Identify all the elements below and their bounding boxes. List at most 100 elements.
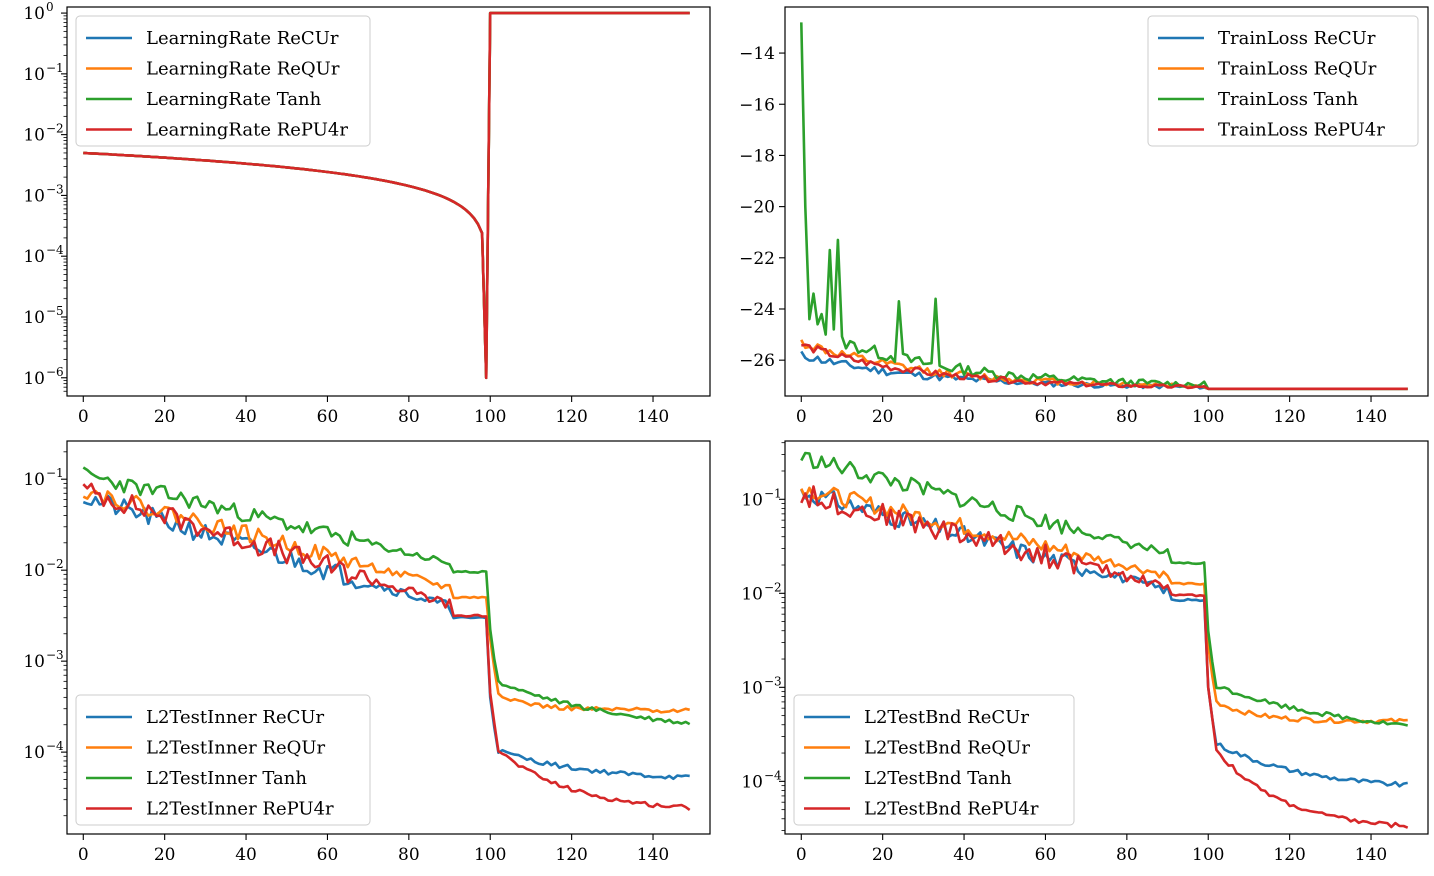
x-tick-label: 120 [555, 407, 587, 427]
y-tick-label: −24 [739, 300, 775, 320]
y-tick-exponent: 0 [46, 0, 54, 14]
y-tick-exponent: −2 [46, 122, 64, 136]
x-tick-label: 140 [637, 845, 669, 865]
series-ReCUr-line [82, 494, 690, 781]
y-tick-exponent: −3 [46, 648, 64, 662]
legend-label-Tanh: L2TestBnd Tanh [864, 768, 1012, 789]
y-tick-label: 10 [23, 126, 45, 146]
x-tick-label: 0 [78, 845, 89, 865]
y-tick-exponent: −1 [764, 486, 782, 500]
legend-label-ReQUr: L2TestBnd ReQUr [864, 738, 1030, 759]
y-tick-label: 10 [23, 652, 45, 672]
x-tick-label: 80 [398, 407, 420, 427]
y-tick-exponent: −4 [46, 243, 64, 257]
y-tick-label: 10 [741, 678, 763, 698]
y-tick-label: −26 [739, 351, 775, 371]
x-tick-label: 20 [154, 845, 176, 865]
x-tick-label: 20 [872, 845, 894, 865]
series-ReCUr-line [800, 488, 1408, 788]
series-ReQUr-line [800, 486, 1408, 725]
x-tick-label: 140 [1355, 845, 1387, 865]
y-tick-exponent: −1 [46, 61, 64, 75]
series-RePU4r-line [82, 482, 691, 811]
x-tick-label: 40 [235, 407, 257, 427]
y-tick-exponent: −1 [46, 466, 64, 480]
x-tick-label: 80 [1116, 845, 1138, 865]
x-tick-label: 0 [796, 845, 807, 865]
y-tick-exponent: −2 [764, 580, 782, 594]
y-tick-exponent: −4 [46, 739, 64, 753]
y-tick-label: 10 [23, 65, 45, 85]
x-tick-label: 60 [1035, 407, 1057, 427]
y-tick-exponent: −4 [764, 768, 782, 782]
legend-label-Tanh: TrainLoss Tanh [1218, 89, 1359, 110]
x-tick-label: 140 [1355, 407, 1387, 427]
panel-2: 0 20 40 60 80 100 120 140 −14 −16 −18 −20 −22 −24 −26 T… [739, 6, 1429, 427]
x-tick-label: 60 [317, 845, 339, 865]
legend: L2TestInner ReCUr L2TestInner ReQUr L2Test… [75, 694, 371, 826]
series-Tanh-line [800, 451, 1409, 727]
y-tick-exponent: −3 [46, 182, 64, 196]
y-tick-label: 10 [23, 470, 45, 490]
legend-label-ReCUr: LearningRate ReCUr [146, 28, 339, 49]
y-tick-label: 10 [23, 561, 45, 581]
legend-label-RePU4r: L2TestBnd RePU4r [864, 799, 1039, 820]
x-tick-label: 20 [154, 407, 176, 427]
legend-label-ReQUr: TrainLoss ReQUr [1218, 59, 1377, 80]
legend-label-ReQUr: LearningRate ReQUr [146, 59, 340, 80]
x-tick-label: 120 [1273, 407, 1305, 427]
legend-label-Tanh: L2TestInner Tanh [146, 768, 307, 789]
x-tick-label: 100 [474, 407, 506, 427]
x-tick-label: 60 [317, 407, 339, 427]
y-tick-label: −20 [739, 198, 775, 218]
y-tick-exponent: −6 [46, 365, 64, 379]
legend-label-RePU4r: LearningRate RePU4r [146, 120, 348, 141]
legend-label-ReCUr: L2TestBnd ReCUr [864, 707, 1029, 728]
y-tick-label: −16 [739, 95, 775, 115]
series-RePU4r-line [83, 11, 690, 380]
x-tick-label: 140 [637, 407, 669, 427]
x-tick-label: 0 [796, 407, 807, 427]
series-Tanh-line [82, 466, 691, 726]
x-tick-label: 80 [398, 845, 420, 865]
legend-label-ReQUr: L2TestInner ReQUr [146, 738, 326, 759]
y-tick-label: 10 [23, 247, 45, 267]
y-tick-label: 10 [741, 584, 763, 604]
x-tick-label: 100 [1192, 845, 1224, 865]
x-tick-label: 40 [235, 845, 257, 865]
legend-label-ReCUr: TrainLoss ReCUr [1218, 28, 1376, 49]
y-tick-label: −14 [739, 44, 775, 64]
x-tick-label: 120 [555, 845, 587, 865]
y-tick-label: 10 [23, 186, 45, 206]
axes-frame [784, 440, 1429, 835]
x-tick-label: 60 [1035, 845, 1057, 865]
legend: L2TestBnd ReCUr L2TestBnd ReQUr L2TestBnd … [793, 694, 1075, 826]
y-tick-label: 10 [23, 743, 45, 763]
legend: LearningRate ReCUr LearningRate ReQUr Lear… [75, 15, 371, 147]
y-tick-label: 10 [23, 4, 45, 24]
x-tick-label: 100 [1192, 407, 1224, 427]
x-tick-label: 40 [953, 407, 975, 427]
y-tick-label: 10 [23, 308, 45, 328]
x-tick-label: 80 [1116, 407, 1138, 427]
x-tick-label: 120 [1273, 845, 1305, 865]
axes-frame [66, 440, 711, 835]
x-tick-label: 100 [474, 845, 506, 865]
y-tick-label: 10 [23, 369, 45, 389]
legend-label-RePU4r: TrainLoss RePU4r [1218, 120, 1385, 141]
legend-label-Tanh: LearningRate Tanh [146, 89, 322, 110]
series-RePU4r-line [800, 485, 1409, 829]
x-tick-label: 40 [953, 845, 975, 865]
y-tick-label: 10 [741, 772, 763, 792]
y-tick-label: 10 [741, 490, 763, 510]
legend-label-RePU4r: L2TestInner RePU4r [146, 799, 334, 820]
series-RePU4r-line [801, 343, 1408, 391]
x-tick-label: 0 [78, 407, 89, 427]
legend-label-ReCUr: L2TestInner ReCUr [146, 707, 325, 728]
axes-frame [784, 6, 1429, 397]
y-tick-label: −18 [739, 146, 775, 166]
